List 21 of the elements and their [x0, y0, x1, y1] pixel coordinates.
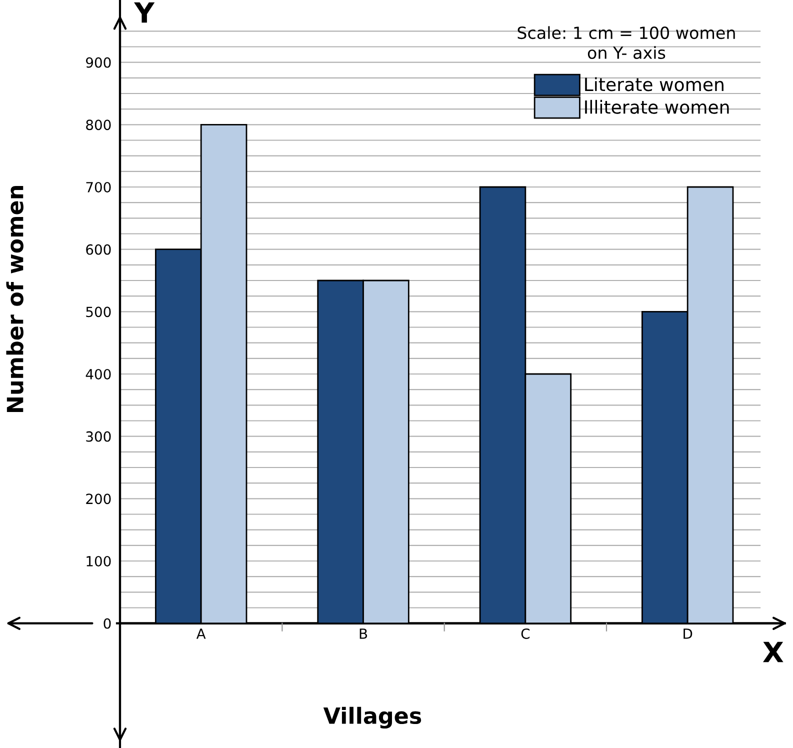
x-tick-label: D	[684, 628, 692, 639]
legend-label: Illiterate women	[585, 100, 729, 114]
y-tick-label: 0	[104, 618, 111, 629]
y-tick-label: 200	[86, 494, 111, 504]
annotation: Y	[134, 2, 155, 23]
y-tick-label: 100	[86, 556, 111, 566]
x-tick-label: C	[521, 628, 530, 639]
y-axis-title: Number of women	[6, 186, 24, 412]
y-tick-label: 800	[86, 120, 111, 130]
y-tick-label: 500	[86, 306, 111, 318]
text: X	[762, 642, 784, 662]
x-tick-label: B	[360, 628, 368, 639]
y-tick-label: 900	[86, 57, 111, 68]
y-tick-label: 600	[86, 244, 111, 255]
y-tick-label: 300	[86, 431, 111, 442]
y-tick-label: 700	[86, 182, 111, 192]
y-tick-label: 400	[86, 368, 111, 380]
x-axis-title: Villages	[323, 706, 422, 729]
legend-label: Literate women	[585, 77, 724, 92]
annotation: Scale: 1 cm = 100 women on Y- axis	[518, 26, 735, 60]
x-tick-label: A	[196, 628, 206, 639]
